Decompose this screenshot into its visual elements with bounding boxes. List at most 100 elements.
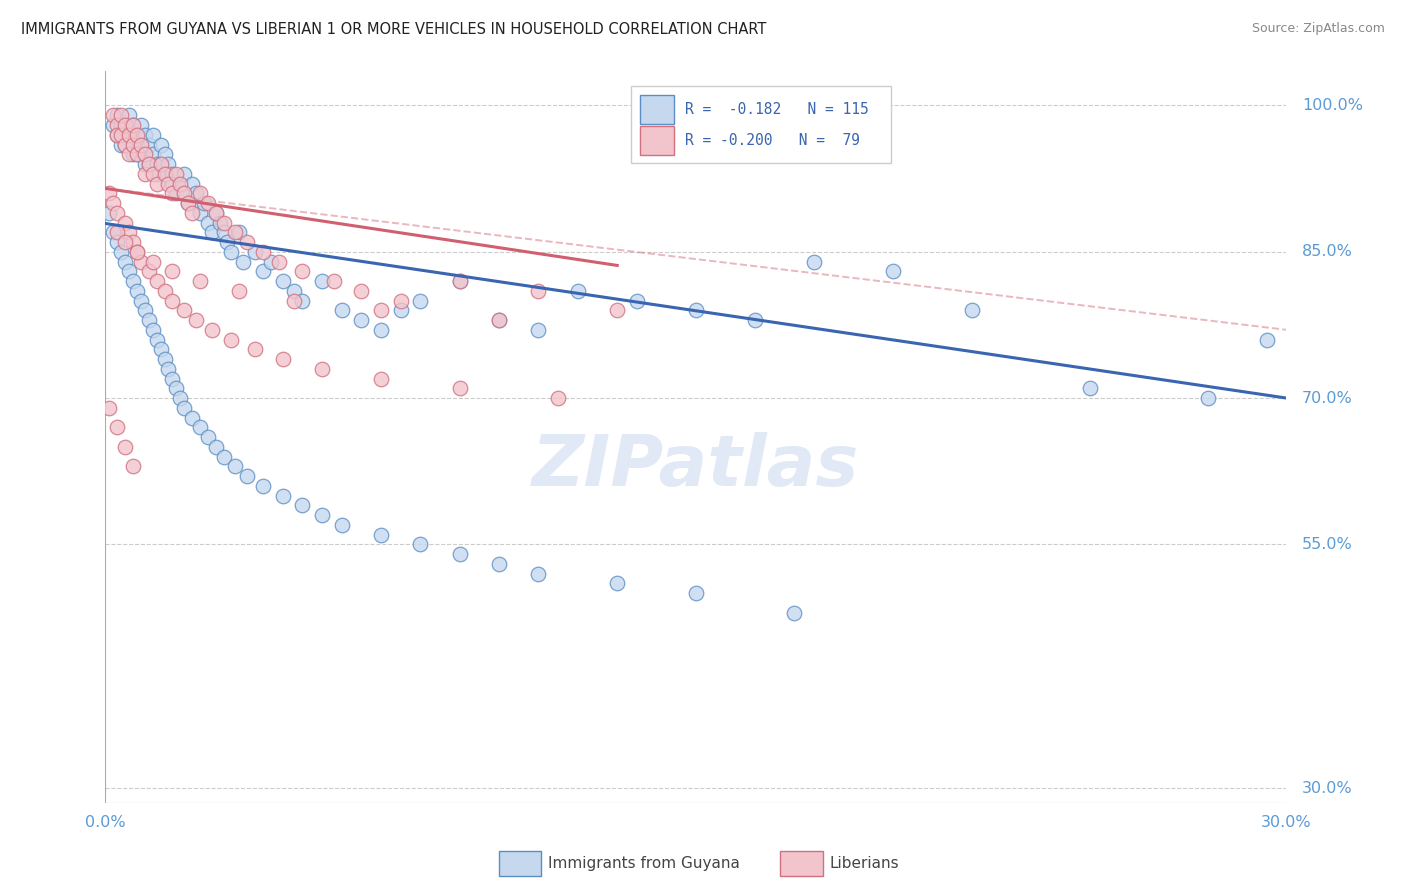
Point — [114, 254, 136, 268]
Point — [204, 440, 226, 454]
Point — [169, 391, 191, 405]
Point — [98, 186, 121, 201]
Point — [221, 244, 243, 259]
FancyBboxPatch shape — [641, 95, 673, 124]
Point — [311, 508, 333, 522]
Point — [271, 352, 294, 367]
Point — [685, 303, 707, 318]
Point — [114, 440, 136, 454]
Point — [389, 293, 412, 308]
Point — [449, 274, 471, 288]
Point — [370, 371, 392, 385]
Point — [129, 137, 152, 152]
Point — [527, 323, 550, 337]
Point — [173, 401, 195, 415]
Point — [330, 303, 353, 318]
Point — [129, 118, 152, 132]
Point — [134, 303, 156, 318]
Point — [228, 284, 250, 298]
Point — [122, 274, 145, 288]
Point — [184, 313, 207, 327]
Point — [162, 186, 184, 201]
Point — [103, 118, 125, 132]
Point — [188, 420, 211, 434]
Point — [606, 303, 628, 318]
Point — [488, 557, 510, 571]
Point — [527, 566, 550, 581]
Point — [685, 586, 707, 600]
Text: 70.0%: 70.0% — [1302, 391, 1353, 406]
Point — [149, 157, 172, 171]
Text: Immigrants from Guyana: Immigrants from Guyana — [548, 856, 740, 871]
Point — [212, 225, 235, 239]
Point — [243, 343, 266, 357]
Point — [114, 235, 136, 249]
Point — [181, 177, 204, 191]
Text: Source: ZipAtlas.com: Source: ZipAtlas.com — [1251, 22, 1385, 36]
Text: 30.0%: 30.0% — [1261, 814, 1312, 830]
Point — [177, 196, 200, 211]
Point — [122, 118, 145, 132]
Point — [1197, 391, 1219, 405]
Text: R = -0.200   N =  79: R = -0.200 N = 79 — [685, 133, 860, 148]
Point — [142, 128, 165, 142]
Point — [197, 430, 219, 444]
Point — [129, 137, 152, 152]
Point — [626, 293, 648, 308]
Point — [149, 157, 172, 171]
Point — [221, 333, 243, 347]
Point — [228, 225, 250, 239]
Point — [803, 254, 825, 268]
Point — [283, 284, 305, 298]
Point — [224, 225, 246, 239]
Text: Liberians: Liberians — [830, 856, 900, 871]
Point — [134, 147, 156, 161]
Point — [291, 499, 314, 513]
Point — [110, 244, 132, 259]
Point — [267, 254, 290, 268]
Point — [330, 517, 353, 532]
Point — [153, 352, 176, 367]
Point — [157, 177, 180, 191]
Point — [138, 157, 160, 171]
Text: 85.0%: 85.0% — [1302, 244, 1353, 260]
Point — [138, 137, 160, 152]
Point — [449, 547, 471, 561]
Point — [110, 137, 132, 152]
Point — [118, 264, 141, 278]
Point — [138, 157, 160, 171]
Point — [125, 284, 148, 298]
Text: IMMIGRANTS FROM GUYANA VS LIBERIAN 1 OR MORE VEHICLES IN HOUSEHOLD CORRELATION C: IMMIGRANTS FROM GUYANA VS LIBERIAN 1 OR … — [21, 22, 766, 37]
Point — [252, 479, 274, 493]
Point — [125, 244, 148, 259]
Point — [134, 128, 156, 142]
Text: R =  -0.182   N = 115: R = -0.182 N = 115 — [685, 102, 869, 117]
Point — [744, 313, 766, 327]
Point — [783, 606, 806, 620]
Point — [122, 118, 145, 132]
Text: ZIPatlas: ZIPatlas — [533, 432, 859, 500]
Point — [145, 333, 167, 347]
Point — [153, 167, 176, 181]
Point — [105, 108, 128, 122]
Point — [252, 244, 274, 259]
Point — [606, 576, 628, 591]
Point — [527, 284, 550, 298]
Point — [98, 401, 121, 415]
Point — [138, 264, 160, 278]
Point — [162, 264, 184, 278]
Point — [291, 264, 314, 278]
Point — [243, 244, 266, 259]
Point — [129, 254, 152, 268]
Point — [110, 118, 132, 132]
Point — [271, 274, 294, 288]
Point — [118, 225, 141, 239]
Point — [122, 235, 145, 249]
FancyBboxPatch shape — [631, 86, 891, 162]
Point — [488, 313, 510, 327]
Point — [153, 284, 176, 298]
Point — [153, 147, 176, 161]
Point — [114, 118, 136, 132]
Point — [882, 264, 904, 278]
Point — [105, 235, 128, 249]
